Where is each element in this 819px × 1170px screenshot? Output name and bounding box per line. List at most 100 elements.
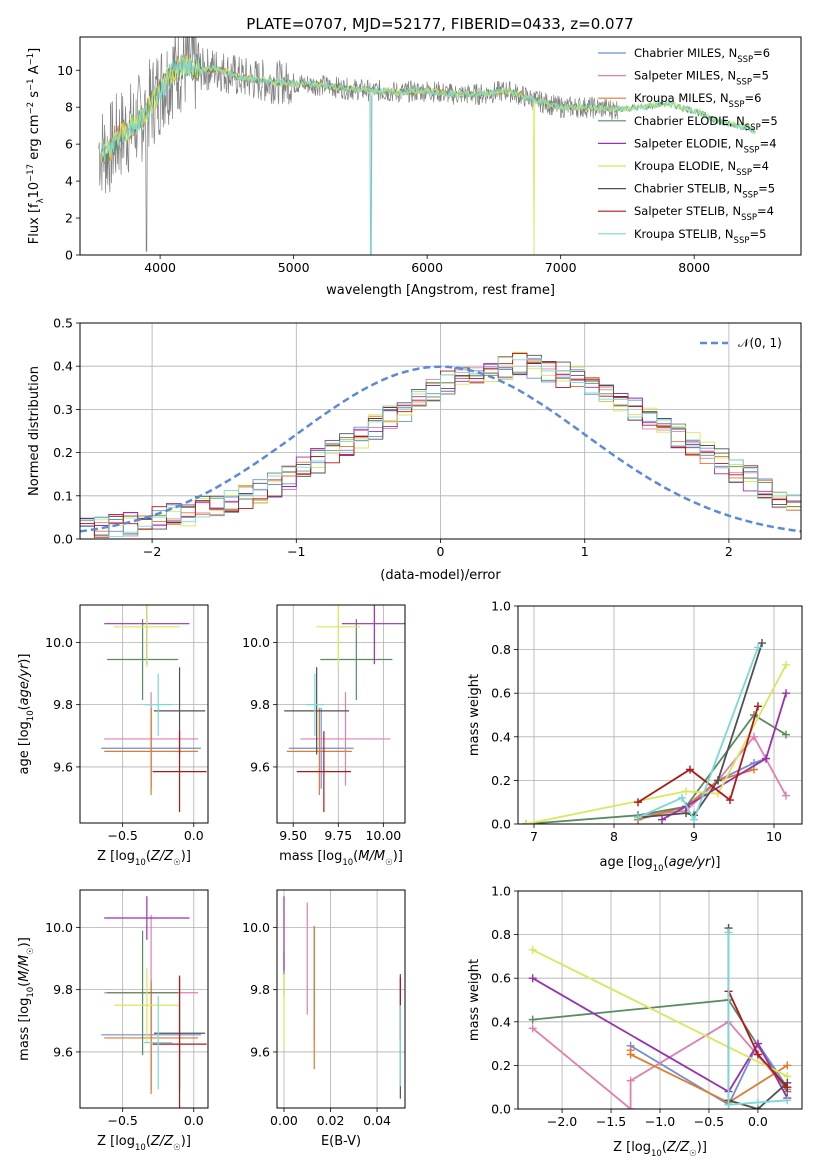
data-spectrum-line bbox=[98, 37, 619, 255]
weight-marker bbox=[753, 1098, 762, 1107]
y-tick-label: 1.0 bbox=[491, 599, 511, 614]
y-tick-label: 10.0 bbox=[45, 635, 73, 650]
x-tick-label: 7 bbox=[530, 829, 538, 844]
spectrum-panel-plot-area bbox=[98, 37, 756, 255]
weight-line bbox=[727, 932, 788, 1106]
weight-marker bbox=[750, 732, 758, 741]
y-tick-label: 0.4 bbox=[53, 359, 73, 374]
y-axis-label: age [log10(age/yr)] bbox=[17, 654, 36, 775]
weight-marker bbox=[528, 1024, 537, 1033]
x-axis-label: mass [log10(M/M☉)] bbox=[279, 849, 403, 868]
x-tick-label: 5000 bbox=[278, 260, 310, 275]
weight-marker bbox=[528, 945, 537, 954]
legend-label: Chabrier ELODIE, NSSP=5 bbox=[634, 114, 778, 133]
weight-marker bbox=[634, 813, 642, 822]
y-axis-label: Normed distribution bbox=[27, 366, 42, 496]
weight-marker bbox=[724, 1100, 733, 1109]
x-axis-label: (data-model)/error bbox=[380, 568, 501, 583]
x-tick-label: −1.5 bbox=[596, 1114, 626, 1129]
y-tick-label: 0.2 bbox=[491, 773, 511, 788]
weight-marker bbox=[522, 820, 530, 824]
y-tick-label: 0 bbox=[65, 248, 73, 263]
y-tick-label: 0.4 bbox=[491, 729, 511, 744]
weight-marker bbox=[714, 776, 722, 785]
axes-frame bbox=[517, 605, 803, 825]
x-tick-label: 7000 bbox=[545, 260, 577, 275]
y-tick-label: 0.0 bbox=[53, 532, 73, 547]
legend-label: Kroupa STELIB, NSSP=5 bbox=[634, 227, 766, 246]
weight-marker bbox=[528, 1015, 537, 1024]
x-tick-label: 1 bbox=[581, 544, 589, 559]
x-tick-label: −0.5 bbox=[107, 828, 137, 843]
x-axis-label: wavelength [Angstrom, rest frame] bbox=[326, 283, 555, 298]
weight-marker bbox=[626, 1105, 635, 1109]
age-vs-z-panel: −0.5 0.0 9.6 9.8 10.0 Z [log10(Z/Z☉)] age [log… bbox=[17, 604, 209, 868]
legend-label: Kroupa MILES, NSSP=6 bbox=[634, 91, 761, 110]
age-vs-mass-panel-plot-area bbox=[277, 605, 405, 823]
y-tick-label: 0.8 bbox=[491, 642, 511, 657]
axes-frame bbox=[79, 322, 802, 540]
age-vs-mass-panel: 9.50 9.75 10.00 9.6 9.8 10.0 mass [log10(M/M☉)… bbox=[242, 604, 406, 868]
weight-marker bbox=[753, 1050, 762, 1059]
weight-marker bbox=[626, 1050, 635, 1059]
legend-label: Salpeter ELODIE, NSSP=4 bbox=[634, 136, 777, 155]
x-tick-label: −0.5 bbox=[694, 1114, 724, 1129]
weight-marker bbox=[686, 765, 694, 774]
weight-marker bbox=[626, 1076, 635, 1085]
spectrum-panel: 4000 5000 6000 7000 8000 0 2 4 6 8 10 Chabrier MILE… bbox=[26, 36, 802, 298]
residual-panel-plot-area bbox=[80, 323, 801, 539]
weight-marker bbox=[528, 974, 537, 983]
weight-marker bbox=[754, 702, 762, 711]
x-tick-label: −2 bbox=[143, 544, 161, 559]
model-spectrum-line bbox=[100, 53, 756, 255]
weight-marker bbox=[783, 1061, 792, 1070]
x-tick-label: 2 bbox=[725, 544, 733, 559]
y-tick-label: 9.8 bbox=[53, 982, 73, 997]
axes-frame bbox=[79, 604, 209, 824]
x-tick-label: 0.0 bbox=[748, 1114, 768, 1129]
x-tick-label: 0.00 bbox=[270, 1113, 298, 1128]
weight-marker bbox=[658, 815, 666, 824]
y-axis-label: Flux [fλ10−17 erg cm−2 s−1 A−1] bbox=[26, 48, 46, 244]
weight-marker bbox=[782, 730, 790, 739]
x-tick-label: 4000 bbox=[144, 260, 176, 275]
y-tick-label: 9.6 bbox=[53, 759, 73, 774]
y-tick-label: 0.0 bbox=[491, 817, 511, 832]
weight-line bbox=[637, 706, 759, 803]
weight-marker bbox=[782, 660, 790, 669]
y-axis-label: mass weight bbox=[467, 674, 482, 756]
x-tick-label: 8 bbox=[610, 829, 618, 844]
weight-vs-age-panel: 7 8 9 10 0.0 0.2 0.4 0.6 0.8 1.0 age [log10(age/yr… bbox=[467, 599, 803, 874]
x-tick-label: −0.5 bbox=[107, 1113, 137, 1128]
y-tick-label: 9.8 bbox=[53, 697, 73, 712]
axes-frame bbox=[276, 889, 406, 1109]
y-tick-label: 4 bbox=[65, 174, 73, 189]
weight-marker bbox=[724, 928, 733, 937]
y-tick-label: 0.1 bbox=[53, 488, 73, 503]
y-tick-label: 0.5 bbox=[53, 316, 73, 331]
weight-marker bbox=[682, 787, 690, 796]
y-tick-label: 0.3 bbox=[53, 402, 73, 417]
mass-vs-z-panel: −0.5 0.0 9.6 9.8 10.0 Z [log10(Z/Z☉)] mass [lo… bbox=[17, 889, 209, 1153]
weight-marker bbox=[782, 791, 790, 800]
y-tick-label: 8 bbox=[65, 100, 73, 115]
legend-label: Salpeter STELIB, NSSP=4 bbox=[634, 204, 774, 223]
x-tick-label: 0 bbox=[437, 544, 445, 559]
histogram-step bbox=[80, 357, 801, 538]
weight-vs-age-panel-plot-area bbox=[518, 606, 802, 824]
x-tick-label: 9.50 bbox=[279, 828, 307, 843]
mass-vs-ebv-panel-plot-area bbox=[277, 890, 405, 1108]
figure-title: PLATE=0707, MJD=52177, FIBERID=0433, z=0… bbox=[246, 15, 633, 33]
x-tick-label: 0.02 bbox=[317, 1113, 345, 1128]
weight-marker bbox=[682, 809, 690, 818]
legend-label: 𝒩(0, 1) bbox=[738, 336, 782, 350]
y-tick-label: 10 bbox=[57, 63, 73, 78]
x-tick-label: −1 bbox=[287, 544, 305, 559]
mass-vs-ebv-panel: 0.00 0.02 0.04 9.6 9.8 10.0 E(B-V) bbox=[242, 889, 406, 1149]
normal-curve bbox=[80, 365, 801, 533]
weight-marker bbox=[678, 793, 686, 802]
residual-panel: −2 −1 0 1 2 0.0 0.1 0.2 0.3 0.4 0.5 𝒩(0, 1) (data-mo… bbox=[27, 316, 802, 583]
x-tick-label: 8000 bbox=[678, 260, 710, 275]
x-tick-label: 9.75 bbox=[324, 828, 352, 843]
